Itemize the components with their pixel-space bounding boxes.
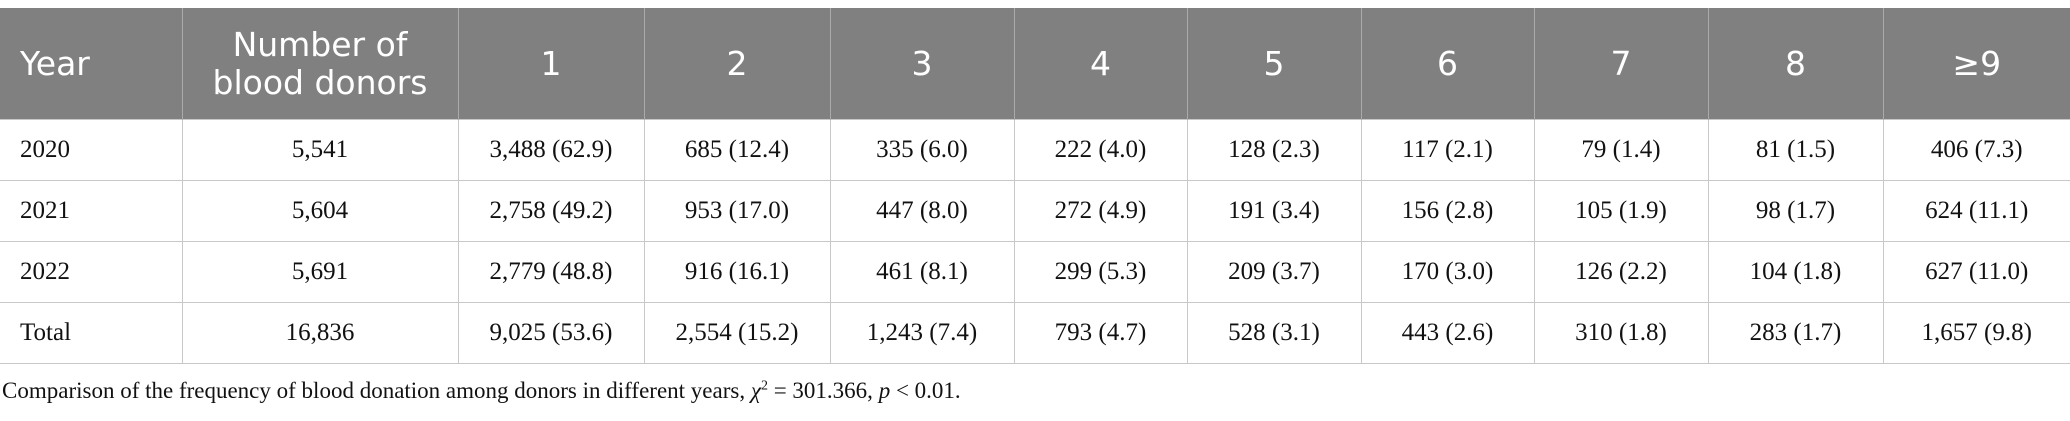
table-cell: 1,243 (7.4) [829,302,1015,364]
header-cell: ≥9 [1882,8,2070,120]
table-cell: 16,836 [181,302,459,364]
header-cell: 5 [1186,8,1361,120]
table-cell: 126 (2.2) [1533,241,1709,303]
table-cell: 5,604 [181,180,459,242]
header-cell: 4 [1013,8,1187,120]
table-cell: 627 (11.0) [1882,241,2070,303]
table-cell: 685 (12.4) [643,119,831,181]
table-cell: 2022 [0,241,183,303]
footnote-text: = 301.366, [767,378,879,403]
table-row: 2021 5,604 2,758 (49.2) 953 (17.0) 447 (8.0)… [0,180,2070,242]
table-cell: 104 (1.8) [1707,241,1884,303]
table-cell: 209 (3.7) [1186,241,1362,303]
table-cell: 156 (2.8) [1360,180,1535,242]
table-cell: 1,657 (9.8) [1882,302,2070,364]
chi-symbol: χ [750,378,761,403]
table-cell: 128 (2.3) [1186,119,1362,181]
table-cell: 310 (1.8) [1533,302,1709,364]
table-cell: 3,488 (62.9) [457,119,645,181]
table-cell: 335 (6.0) [829,119,1015,181]
header-cell: Number of blood donors [181,8,458,120]
table-row: 2022 5,691 2,779 (48.8) 916 (16.1) 461 (8.1)… [0,241,2070,303]
data-table: Year Number of blood donors 1 2 3 4 5 6 7 8 ≥9 202… [0,8,2070,364]
table-cell: Total [0,302,183,364]
table-cell: 2,758 (49.2) [457,180,645,242]
table-cell: 2,554 (15.2) [643,302,831,364]
table-cell: 916 (16.1) [643,241,831,303]
table-cell: 117 (2.1) [1360,119,1535,181]
p-symbol: p [878,378,891,403]
table-body: 2020 5,541 3,488 (62.9) 685 (12.4) 335 (6.0)… [0,119,2070,364]
header-cell: 6 [1360,8,1534,120]
table-cell: 170 (3.0) [1360,241,1535,303]
header-cell: 3 [829,8,1014,120]
header-cell: Year [0,8,182,120]
table-cell: 5,691 [181,241,459,303]
table-cell: 222 (4.0) [1013,119,1188,181]
footnote-text: < 0.01. [890,378,961,403]
table-cell: 2,779 (48.8) [457,241,645,303]
table-cell: 105 (1.9) [1533,180,1709,242]
table-cell: 793 (4.7) [1013,302,1188,364]
table-row: Total 16,836 9,025 (53.6) 2,554 (15.2) 1,243… [0,302,2070,364]
header-cell: 8 [1707,8,1883,120]
table-cell: 447 (8.0) [829,180,1015,242]
table-cell: 406 (7.3) [1882,119,2070,181]
table-cell: 624 (11.1) [1882,180,2070,242]
table-cell: 98 (1.7) [1707,180,1884,242]
table-cell: 272 (4.9) [1013,180,1188,242]
table-cell: 81 (1.5) [1707,119,1884,181]
table-cell: 79 (1.4) [1533,119,1709,181]
footnote: Comparison of the frequency of blood don… [2,378,961,404]
header-cell: 7 [1533,8,1708,120]
footnote-text: Comparison of the frequency of blood don… [2,378,751,403]
table-cell: 953 (17.0) [643,180,831,242]
table-cell: 191 (3.4) [1186,180,1362,242]
table-cell: 461 (8.1) [829,241,1015,303]
header-cell: 2 [643,8,830,120]
table-cell: 2021 [0,180,183,242]
table-cell: 2020 [0,119,183,181]
table-row: 2020 5,541 3,488 (62.9) 685 (12.4) 335 (6.0)… [0,119,2070,181]
header-cell: 1 [457,8,644,120]
table-cell: 299 (5.3) [1013,241,1188,303]
header-row: Year Number of blood donors 1 2 3 4 5 6 7 8 ≥9 [0,8,2070,120]
table-cell: 443 (2.6) [1360,302,1535,364]
table-cell: 5,541 [181,119,459,181]
table-cell: 9,025 (53.6) [457,302,645,364]
table-cell: 283 (1.7) [1707,302,1884,364]
superscript: 2 [760,378,768,394]
table-cell: 528 (3.1) [1186,302,1362,364]
